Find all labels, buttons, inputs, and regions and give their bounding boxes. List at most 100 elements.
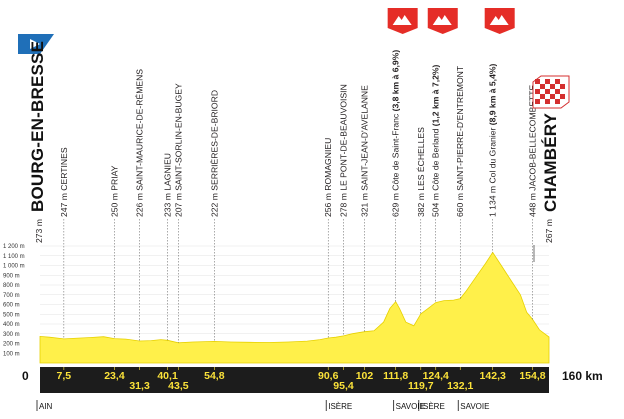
point-altitude: 504 m <box>431 193 441 217</box>
mountain-icon <box>392 15 412 25</box>
point-label: 207 m SAINT-SORLIN-EN-BUGEY <box>173 83 183 217</box>
finish-flag-square <box>555 79 560 84</box>
point-altitude: 1 134 m <box>488 186 498 217</box>
climb-detail: (8,9 km à 5,4%) <box>488 64 498 126</box>
point-label: 504 m Côte de Berland (1,2 km à 7,2%) <box>431 64 441 217</box>
point-label: 660 m SAINT-PIERRE-D'ENTREMONT <box>455 65 465 217</box>
point-label: 222 m SERRIÈRES-DE-BRIORD <box>209 90 219 217</box>
km-marker-label: 142,3 <box>480 370 506 382</box>
route-point: 504 m Côte de Berland (1,2 km à 7,2%) 124… <box>423 8 458 382</box>
point-altitude: 629 m <box>391 193 401 217</box>
point-label: 226 m SAINT-MAURICE-DE-RÉMENS <box>135 69 145 217</box>
point-name: ROMAGNIEU <box>323 138 333 191</box>
start-town-name: BOURG-EN-BRESSE <box>28 41 47 212</box>
route-point: 382 m LES ÉCHELLES 119,7 <box>408 127 434 392</box>
region-label: SAVOIE <box>396 402 425 411</box>
finish-flag-square <box>545 99 550 104</box>
region-label: SAVOIE <box>460 402 489 411</box>
route-point: 448 m JACOB-BELLECOMBETTE 154,8 <box>519 84 545 382</box>
finish-flag-square <box>545 79 550 84</box>
elevation-tick-label: 300 m <box>3 332 20 338</box>
elevation-tick-label: 500 m <box>3 312 20 318</box>
finish-flag-square <box>560 94 565 99</box>
km-marker-label: 95,4 <box>333 380 354 392</box>
route-point: 222 m SERRIÈRES-DE-BRIORD 54,8 <box>204 90 225 382</box>
elevation-tick-label: 900 m <box>3 273 20 279</box>
elevation-tick-label: 800 m <box>3 283 20 289</box>
profile-area <box>39 251 550 364</box>
finish-flag-icon <box>532 75 570 109</box>
point-altitude: 382 m <box>416 193 426 217</box>
point-name: SAINT-SORLIN-EN-BUGEY <box>173 83 183 191</box>
finish-flag-square <box>540 84 545 89</box>
point-name: LAGNIEU <box>163 153 173 191</box>
finish-flag-square <box>550 94 555 99</box>
point-altitude: 321 m <box>359 193 369 217</box>
km-marker-label: 154,8 <box>519 370 545 382</box>
point-label: 448 m JACOB-BELLECOMBETTE <box>527 84 537 217</box>
point-label: 1 134 m Col du Granier (8,9 km à 5,4%) <box>488 64 498 217</box>
point-label: 250 m PRIAY <box>109 165 119 217</box>
point-name: SAINT-MAURICE-DE-RÉMENS <box>135 69 145 191</box>
point-label: 278 m LE PONT-DE-BEAUVOISIN <box>338 84 348 217</box>
point-label: 233 m LAGNIEU <box>163 153 173 217</box>
finish-flag-square <box>535 99 540 104</box>
mountain-icon <box>489 15 509 25</box>
point-label: 321 m SAINT-JEAN-D'AVELANNE <box>359 85 369 217</box>
point-name: Côte de Berland <box>431 128 441 190</box>
finish-flag-square <box>560 84 565 89</box>
km-band-background <box>40 367 549 393</box>
route-point: 660 m SAINT-PIERRE-D'ENTREMONT 132,1 <box>447 65 473 392</box>
point-name: SAINT-PIERRE-D'ENTREMONT <box>455 65 465 191</box>
elevation-tick-label: 1 200 m <box>3 244 25 250</box>
total-distance-label: 160 km <box>562 369 603 383</box>
finish-flag-square <box>535 79 540 84</box>
finish-flag-square <box>540 94 545 99</box>
route-point: 321 m SAINT-JEAN-D'AVELANNE 102 <box>356 85 374 382</box>
mountain-icon <box>432 15 452 25</box>
route-point: 1 134 m Col du Granier (8,9 km à 5,4%) 14… <box>480 8 515 382</box>
route-point: 256 m ROMAGNIEU 90,6 <box>318 138 339 382</box>
elevation-tick-label: 700 m <box>3 293 20 299</box>
elevation-tick-label: 1 000 m <box>3 264 25 270</box>
point-altitude: 278 m <box>338 193 348 217</box>
elevation-axis: 100 m 200 m 300 m 400 m 500 m 600 m 700 m 800 m… <box>3 244 25 357</box>
km-band <box>40 367 549 393</box>
start-altitude: 273 m <box>34 219 44 243</box>
km-marker-label: 31,3 <box>129 380 150 392</box>
finish-flag-square <box>545 89 550 94</box>
point-name: PRIAY <box>109 165 119 190</box>
point-name: Col du Granier <box>488 128 498 184</box>
point-label: 247 m CERTINES <box>59 147 69 217</box>
route-point: BOURG-EN-BRESSE 273 m <box>18 34 54 243</box>
elevation-tick-label: 1 100 m <box>3 254 25 260</box>
route-point: 207 m SAINT-SORLIN-EN-BUGEY 43,5 <box>168 83 189 392</box>
point-altitude: 660 m <box>455 193 465 217</box>
point-label: 382 m LES ÉCHELLES <box>416 127 426 217</box>
zero-km-label: 0 <box>22 369 29 383</box>
km-marker-label: 54,8 <box>204 370 225 382</box>
region-label: ISÈRE <box>421 402 445 411</box>
finish-flag-square <box>535 89 540 94</box>
elevation-tick-label: 600 m <box>3 303 20 309</box>
elevation-profile <box>39 251 550 364</box>
km-marker-label: 102 <box>356 370 374 382</box>
route-points: BOURG-EN-BRESSE 273 m 247 m CERTINES 7,5 250… <box>18 8 570 392</box>
km-marker-label: 43,5 <box>168 380 189 392</box>
route-point: 247 m CERTINES 7,5 <box>57 147 72 382</box>
km-marker-label: 111,8 <box>383 370 408 382</box>
point-name: LE PONT-DE-BEAUVOISIN <box>338 84 348 191</box>
point-altitude: 207 m <box>173 193 183 217</box>
point-label: 256 m ROMAGNIEU <box>323 138 333 217</box>
region-label: AIN <box>39 402 53 411</box>
km-marker-label: 23,4 <box>104 370 125 382</box>
point-name: CERTINES <box>59 147 69 191</box>
region-label: ISÈRE <box>328 402 352 411</box>
point-name: SAINT-JEAN-D'AVELANNE <box>359 85 369 191</box>
point-altitude: 250 m <box>109 193 119 217</box>
km-marker-label: 119,7 <box>408 380 434 392</box>
route-point: 629 m Côte de Saint-Franc (3,8 km à 6,9%… <box>383 8 418 382</box>
point-altitude: 222 m <box>209 193 219 217</box>
point-label: 629 m Côte de Saint-Franc (3,8 km à 6,9%… <box>391 50 401 217</box>
